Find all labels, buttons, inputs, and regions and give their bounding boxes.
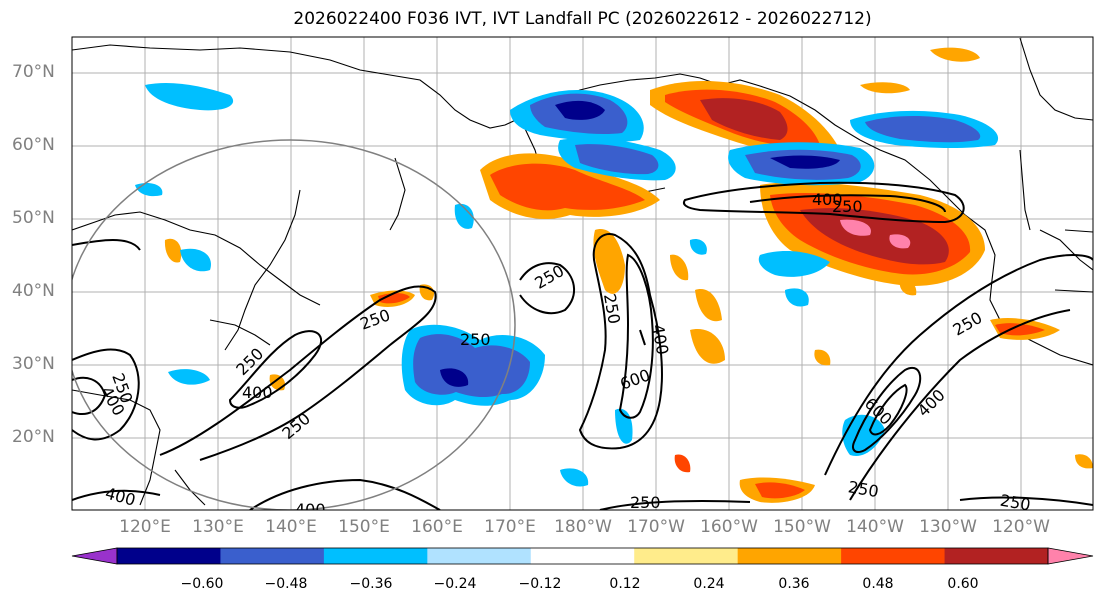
colorbar-tick-label: −0.48 [264,576,308,592]
colorbar-tick-label: 0.60 [947,576,979,592]
contour-label-250: 250 [999,491,1032,515]
ivt-contours [72,181,1093,510]
map-frame [71,36,1094,511]
lon-label-120e: 120°E [119,517,171,537]
colorbar-tick-label: −0.24 [433,576,477,592]
lon-label-160w: 160°W [700,517,758,537]
colorbar-tick-label: 0.12 [609,576,641,592]
map-title: 2026022400 F036 IVT, IVT Landfall PC (20… [293,9,872,29]
colorbar-extend-high [1047,547,1094,565]
lon-label-140w: 140°W [846,517,904,537]
colorbar [71,547,1094,565]
colorbar-segment [944,548,1049,564]
lon-label-140e: 140°E [265,517,317,537]
lat-label-60n: 60°N [12,135,55,155]
colorbar-segment [841,548,946,564]
lon-label-150w: 150°W [773,517,831,537]
lat-label-70n: 70°N [12,62,55,82]
colorbar-segment [323,548,428,564]
landfall-region-circle [72,139,516,510]
lon-label-150e: 150°E [338,517,390,537]
colorbar-tick-label: 0.48 [862,576,894,592]
lat-label-50n: 50°N [12,208,55,228]
lon-label-170w: 170°W [627,517,685,537]
colorbar-tick-label: −0.36 [349,576,393,592]
colorbar-segment [737,548,842,564]
colorbar-tick-label: 0.24 [693,576,725,592]
contour-label-400: 400 [242,383,273,402]
contour-label-400: 400 [295,500,326,519]
contour-label-250: 250 [832,197,863,216]
contour-label-250: 250 [630,493,661,512]
lat-label-40n: 40°N [12,281,55,301]
colorbar-tick-label: −0.12 [518,576,562,592]
colorbar-tick-label: 0.36 [778,576,810,592]
lon-label-130w: 130°W [919,517,977,537]
colorbar-segment [117,548,221,564]
lat-label-20n: 20°N [12,427,55,447]
lon-label-180w: 180°W [554,517,612,537]
lat-label-30n: 30°N [12,354,55,374]
colorbar-segment [530,548,635,564]
colorbar-frame [116,547,1049,565]
lon-label-120w: 120°W [992,517,1050,537]
colorbar-extend-low [71,547,118,565]
colorbar-tick-label: −0.60 [180,576,224,592]
lon-label-160e: 160°E [411,517,463,537]
colorbar-segment [220,548,325,564]
colorbar-segment [427,548,532,564]
lon-label-130e: 130°E [192,517,244,537]
lon-label-170e: 170°E [484,517,536,537]
contour-labels: 250 250 250 250 250 250 250 250 250 250 … [97,190,1032,519]
contour-label-400: 400 [812,190,843,209]
contour-label-250: 250 [460,330,491,349]
colorbar-segment [634,548,739,564]
ivt-negative-shading [135,83,999,487]
